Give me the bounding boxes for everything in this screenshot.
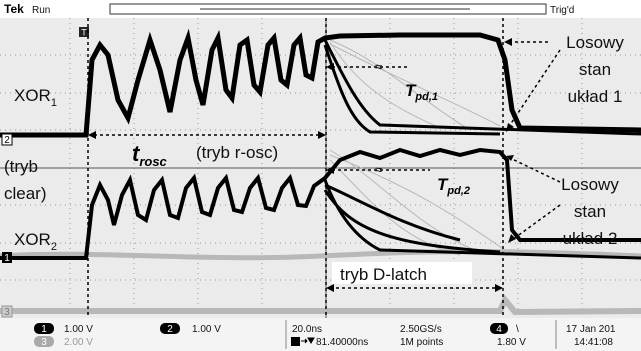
trigger-level: 1.80 V xyxy=(497,337,526,348)
ch3-scale: 2.00 V xyxy=(64,337,93,348)
trigger-status: Trig'd xyxy=(550,5,574,16)
trigger-channel: 4 xyxy=(496,324,502,335)
run-status: Run xyxy=(32,5,50,16)
random2-line: układ 2 xyxy=(563,229,618,248)
ch2-num: 2 xyxy=(167,324,173,335)
channel-marker: 3 xyxy=(4,307,10,318)
mode-clear: clear) xyxy=(4,184,47,203)
random2-line: stan xyxy=(574,202,606,221)
break-mark: ≈ xyxy=(375,59,382,74)
random1-line: układ 1 xyxy=(568,87,623,106)
random1-line: stan xyxy=(579,60,611,79)
brand: Tek xyxy=(4,2,24,16)
channel-marker: 2 xyxy=(4,135,10,146)
time: 14:41:08 xyxy=(574,337,613,348)
mode-rosc: (tryb r-osc) xyxy=(196,143,278,162)
scope-screen: Tek Run Trig'd T ≈ ≈ 2 1 xyxy=(0,0,641,351)
ch2-scale: 1.00 V xyxy=(192,324,221,335)
timebase: 20.0ns xyxy=(292,324,322,335)
date: 17 Jan 201 xyxy=(566,324,616,335)
channel-marker: 1 xyxy=(4,253,10,264)
sample-rate: 2.50GS/s xyxy=(400,324,442,335)
ch1-num: 1 xyxy=(41,324,47,335)
random2-line: Losowy xyxy=(561,175,619,194)
record-length: 1M points xyxy=(400,337,443,348)
position-icon xyxy=(291,337,300,346)
mode-dlatch: tryb D-latch xyxy=(340,265,427,284)
trigger-marker: T xyxy=(81,28,87,38)
break-mark: ≈ xyxy=(375,162,382,177)
random1-line: Losowy xyxy=(566,33,624,52)
position: 81.40000ns xyxy=(316,337,368,348)
trigger-slope: \ xyxy=(516,324,519,335)
mode-clear: (tryb xyxy=(4,157,38,176)
ch3-num: 3 xyxy=(41,337,47,348)
ch1-scale: 1.00 V xyxy=(64,324,93,335)
